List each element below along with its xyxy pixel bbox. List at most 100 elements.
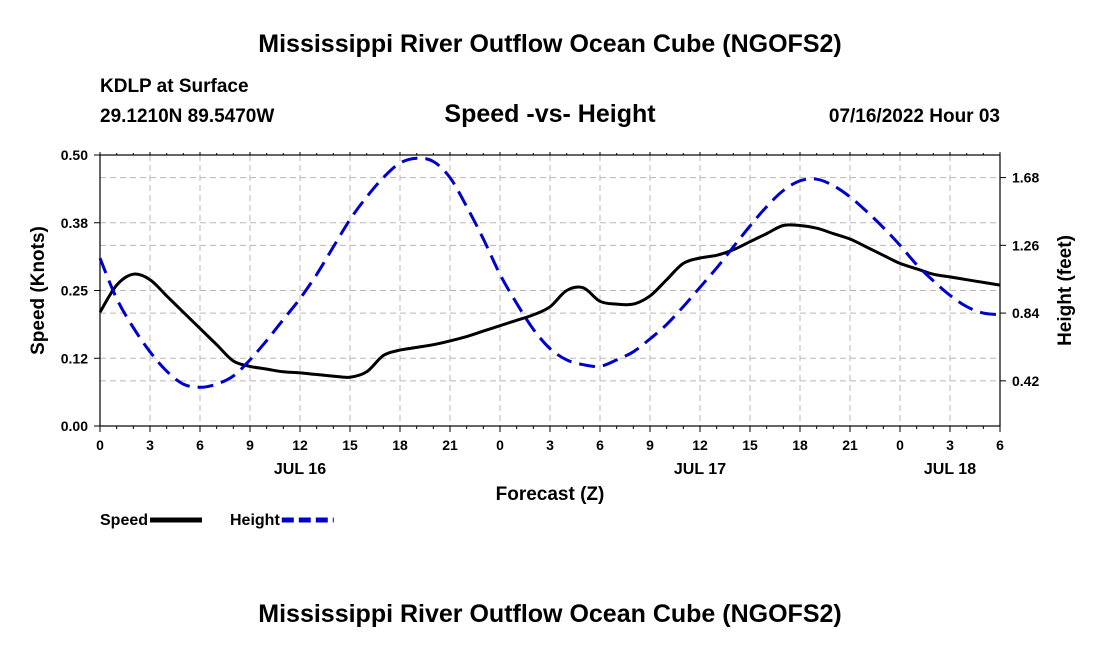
legend: Speed Height bbox=[100, 512, 334, 529]
data-point-speed bbox=[566, 289, 568, 291]
data-point-height bbox=[299, 297, 301, 299]
data-point-speed bbox=[149, 279, 151, 281]
data-point-height bbox=[432, 160, 434, 162]
data-point-height bbox=[466, 205, 468, 207]
data-point-height bbox=[332, 246, 334, 248]
data-point-height bbox=[716, 267, 718, 269]
data-point-speed bbox=[532, 314, 534, 316]
x-tick-label: 3 bbox=[146, 437, 154, 453]
footer-title: Mississippi River Outflow Ocean Cube (NG… bbox=[258, 600, 842, 628]
legend-label-speed: Speed bbox=[100, 512, 148, 529]
data-point-height bbox=[749, 225, 751, 227]
data-point-speed bbox=[449, 340, 451, 342]
data-point-speed bbox=[349, 376, 351, 378]
data-point-speed bbox=[99, 311, 101, 313]
data-point-height bbox=[982, 312, 984, 314]
data-point-height bbox=[349, 218, 351, 220]
data-point-height bbox=[232, 375, 234, 377]
data-point-height bbox=[732, 246, 734, 248]
series-layer bbox=[98, 156, 1001, 389]
data-point-speed bbox=[266, 368, 268, 370]
data-point-speed bbox=[299, 372, 301, 374]
data-point-speed bbox=[399, 349, 401, 351]
data-point-speed bbox=[582, 287, 584, 289]
right-tick-label: 0.42 bbox=[1012, 373, 1039, 389]
data-point-height bbox=[916, 264, 918, 266]
data-point-speed bbox=[499, 325, 501, 327]
left-tick-label: 0.50 bbox=[61, 147, 88, 163]
data-point-speed bbox=[699, 257, 701, 259]
data-point-height bbox=[699, 286, 701, 288]
x-tick-label: 6 bbox=[196, 437, 204, 453]
data-point-speed bbox=[749, 241, 751, 243]
data-point-speed bbox=[549, 306, 551, 308]
data-point-height bbox=[849, 196, 851, 198]
grid-layer bbox=[100, 155, 1000, 426]
data-point-speed bbox=[766, 232, 768, 234]
data-point-speed bbox=[199, 327, 201, 329]
data-point-height bbox=[282, 318, 284, 320]
data-point-height bbox=[882, 226, 884, 228]
data-point-height bbox=[899, 244, 901, 246]
data-point-height bbox=[199, 386, 201, 388]
left-tick-label: 0.12 bbox=[61, 350, 88, 366]
data-point-height bbox=[566, 359, 568, 361]
data-point-height bbox=[616, 359, 618, 361]
data-point-height bbox=[816, 178, 818, 180]
data-point-height bbox=[366, 196, 368, 198]
data-point-speed bbox=[932, 273, 934, 275]
data-point-height bbox=[132, 326, 134, 328]
data-point-speed bbox=[666, 279, 668, 281]
data-point-speed bbox=[866, 246, 868, 248]
x-tick-label: 18 bbox=[392, 437, 408, 453]
data-point-speed bbox=[782, 224, 784, 226]
x-tick-label: 6 bbox=[596, 437, 604, 453]
data-point-speed bbox=[316, 373, 318, 375]
data-point-speed bbox=[332, 375, 334, 377]
chart-title: Mississippi River Outflow Ocean Cube (NG… bbox=[258, 30, 842, 58]
x-tick-label: 9 bbox=[246, 437, 254, 453]
data-point-speed bbox=[649, 295, 651, 297]
x-axis-title: Forecast (Z) bbox=[496, 484, 605, 505]
y-axis-title-left: Speed (Knots) bbox=[28, 226, 49, 355]
left-tick-label: 0.00 bbox=[61, 418, 88, 434]
left-tick-label: 0.25 bbox=[61, 283, 88, 299]
data-point-height bbox=[99, 257, 101, 259]
data-point-speed bbox=[632, 303, 634, 305]
data-point-height bbox=[449, 176, 451, 178]
data-point-height bbox=[182, 383, 184, 385]
data-point-height bbox=[482, 238, 484, 240]
data-point-height bbox=[632, 351, 634, 353]
data-point-speed bbox=[916, 268, 918, 270]
data-point-height bbox=[249, 359, 251, 361]
data-point-height bbox=[516, 302, 518, 304]
data-point-speed bbox=[799, 224, 801, 226]
data-point-height bbox=[766, 205, 768, 207]
data-point-speed bbox=[999, 284, 1001, 286]
data-point-speed bbox=[899, 262, 901, 264]
data-point-speed bbox=[949, 276, 951, 278]
data-point-speed bbox=[716, 254, 718, 256]
data-point-height bbox=[116, 297, 118, 299]
data-point-speed bbox=[366, 371, 368, 373]
data-point-speed bbox=[282, 371, 284, 373]
data-point-speed bbox=[816, 227, 818, 229]
x-tick-label: 21 bbox=[442, 437, 458, 453]
data-point-speed bbox=[882, 254, 884, 256]
x-tick-label: 18 bbox=[792, 437, 808, 453]
data-point-height bbox=[682, 305, 684, 307]
data-point-height bbox=[966, 305, 968, 307]
day-label: JUL 17 bbox=[674, 461, 726, 478]
data-point-speed bbox=[682, 262, 684, 264]
x-tick-label: 15 bbox=[742, 437, 758, 453]
station-coordinates: 29.1210N 89.5470W bbox=[100, 106, 275, 127]
x-tick-label: 9 bbox=[646, 437, 654, 453]
data-point-speed bbox=[482, 330, 484, 332]
data-point-speed bbox=[416, 346, 418, 348]
data-point-height bbox=[949, 294, 951, 296]
data-point-speed bbox=[216, 344, 218, 346]
data-point-height bbox=[149, 351, 151, 353]
data-point-height bbox=[549, 347, 551, 349]
data-point-speed bbox=[116, 284, 118, 286]
data-point-height bbox=[999, 314, 1001, 316]
